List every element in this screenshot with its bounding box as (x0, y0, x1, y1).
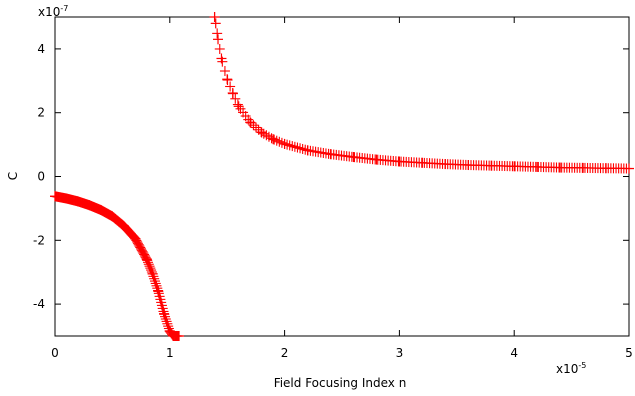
curve-plus-marker (284, 140, 295, 151)
curve-plus-marker (212, 28, 223, 39)
curve-plus-marker (279, 138, 290, 149)
curve-plus-marker (263, 131, 274, 142)
curve-plus-marker (253, 124, 264, 135)
curve-plus-marker (295, 143, 306, 154)
curve-plus-marker (173, 331, 184, 341)
x-tick-label: 0 (51, 346, 59, 360)
curve-plus-marker (289, 141, 300, 152)
curve-plus-marker (251, 122, 262, 133)
curve-plus-marker (147, 268, 158, 279)
y-tick-label: 0 (37, 170, 45, 184)
curve-plus-marker (292, 142, 303, 153)
curve-plus-marker (227, 87, 238, 98)
x-multiplier-label: x10-5 (556, 361, 586, 376)
curve-plus-marker (230, 93, 241, 104)
ticks: 0 1 2 3 4 5 -4 -2 0 2 4 (33, 17, 633, 360)
curve-plus-marker (276, 137, 287, 148)
y-tick-label: 2 (37, 106, 45, 120)
data-point-plus-marker (233, 101, 244, 112)
y-tick-label: -4 (33, 297, 45, 311)
curve-plus-marker (146, 265, 157, 276)
curve-plus-marker (162, 318, 173, 329)
y-tick-label: 4 (37, 42, 45, 56)
x-tick-label: 4 (510, 346, 518, 360)
curve-plus-marker (282, 139, 293, 150)
data-marks (50, 12, 634, 341)
curve-plus-marker (274, 136, 285, 147)
y-axis-label: C (6, 172, 20, 180)
curve-plus-marker (219, 66, 230, 77)
curve-plus-marker (269, 134, 280, 145)
curve-plus-marker (148, 271, 159, 282)
curve-plus-marker (624, 163, 634, 174)
curve-plus-marker (297, 143, 308, 154)
curve-plus-marker (163, 321, 174, 332)
curve-plus-marker (159, 309, 170, 320)
curve-plus-marker (214, 43, 225, 54)
x-tick-label: 3 (396, 346, 404, 360)
curve-plus-marker (261, 130, 272, 141)
data-point-plus-marker (210, 18, 221, 29)
curve-plus-marker (152, 283, 163, 294)
curve-plus-marker (266, 133, 277, 144)
curve-plus-marker (209, 12, 220, 22)
curve-plus-marker (287, 141, 298, 152)
curve-plus-marker (149, 276, 160, 287)
curve-plus-marker (151, 280, 162, 291)
curve-plus-marker (300, 144, 311, 155)
y-multiplier-label: x10-7 (38, 4, 68, 19)
x-tick-label: 5 (625, 346, 633, 360)
curve-plus-marker (232, 99, 243, 110)
plot-frame (54, 16, 630, 337)
curve-plus-marker (222, 75, 233, 86)
x-tick-label: 2 (281, 346, 289, 360)
y-multiplier-exponent: -7 (60, 4, 68, 13)
curve-plus-marker (217, 56, 228, 67)
curve-plus-marker (161, 316, 172, 327)
curve-plus-marker (245, 117, 256, 128)
curve-plus-marker (271, 135, 282, 146)
curve-plus-marker (160, 314, 171, 325)
x-axis-label: Field Focusing Index n (274, 376, 407, 390)
curve-plus-marker (160, 311, 171, 322)
x-multiplier-exponent: -5 (578, 361, 586, 370)
curve-plus-marker (153, 285, 164, 296)
curve-plus-marker (149, 273, 160, 284)
y-tick-label: -2 (33, 233, 45, 247)
curve-plus-marker (146, 267, 157, 278)
curve-plus-marker (248, 120, 259, 131)
curve-plus-marker (258, 128, 269, 139)
data-point-plus-marker (213, 34, 224, 45)
x-tick-label: 1 (166, 346, 174, 360)
curve-plus-marker (150, 278, 161, 289)
curve-plus-marker (256, 127, 267, 138)
curve-plus-marker (225, 81, 236, 92)
